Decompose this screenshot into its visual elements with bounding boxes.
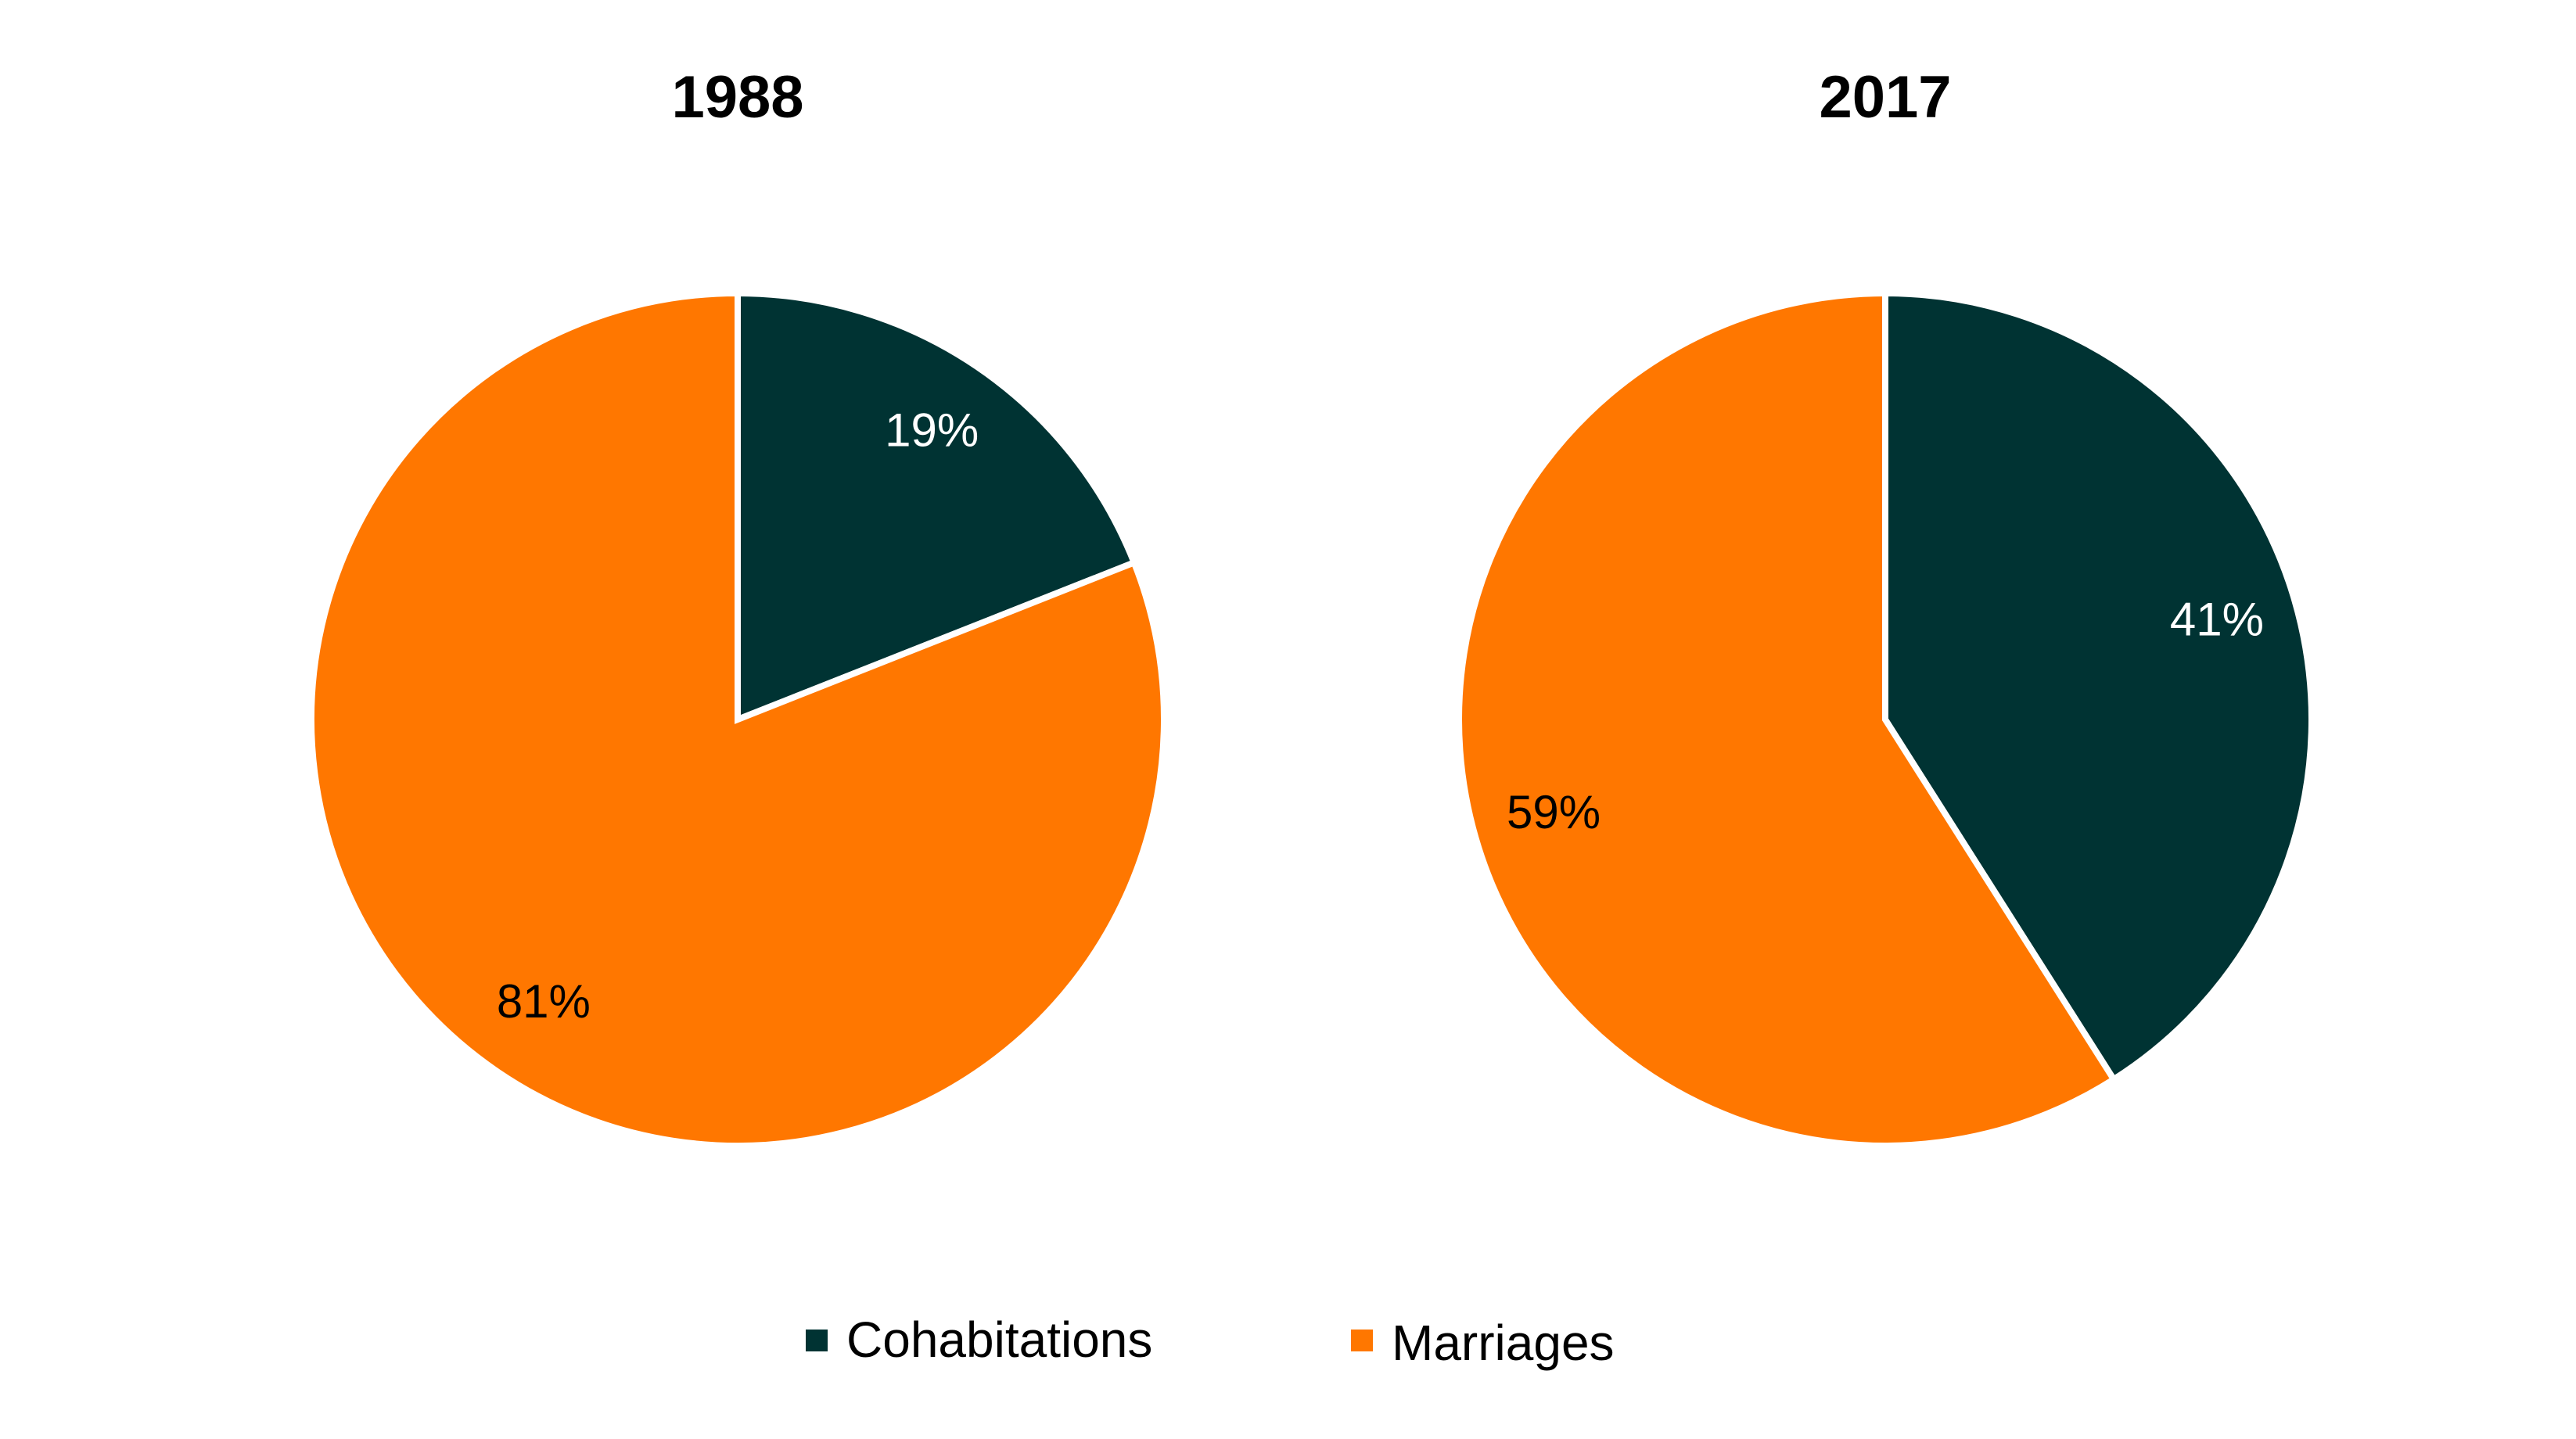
data-label: 41%: [2170, 594, 2264, 646]
data-label: 19%: [885, 404, 979, 457]
legend-label-marriages: Marriages: [1392, 1315, 1615, 1371]
data-label: 59%: [1507, 786, 1601, 838]
pie-slice-cohabitations: [735, 289, 1138, 724]
pie-slice-marriages: [1456, 289, 2118, 1149]
legend-label-cohabitations: Cohabitations: [846, 1312, 1152, 1368]
chart-title-2017: 2017: [1819, 64, 1951, 131]
legend-swatch-cohabitations: [806, 1330, 828, 1351]
pie-slice-marriages: [308, 289, 1167, 1149]
legend-swatch-marriages: [1351, 1330, 1373, 1351]
chart-title-1988: 1988: [671, 64, 803, 131]
data-label: 81%: [497, 975, 591, 1028]
